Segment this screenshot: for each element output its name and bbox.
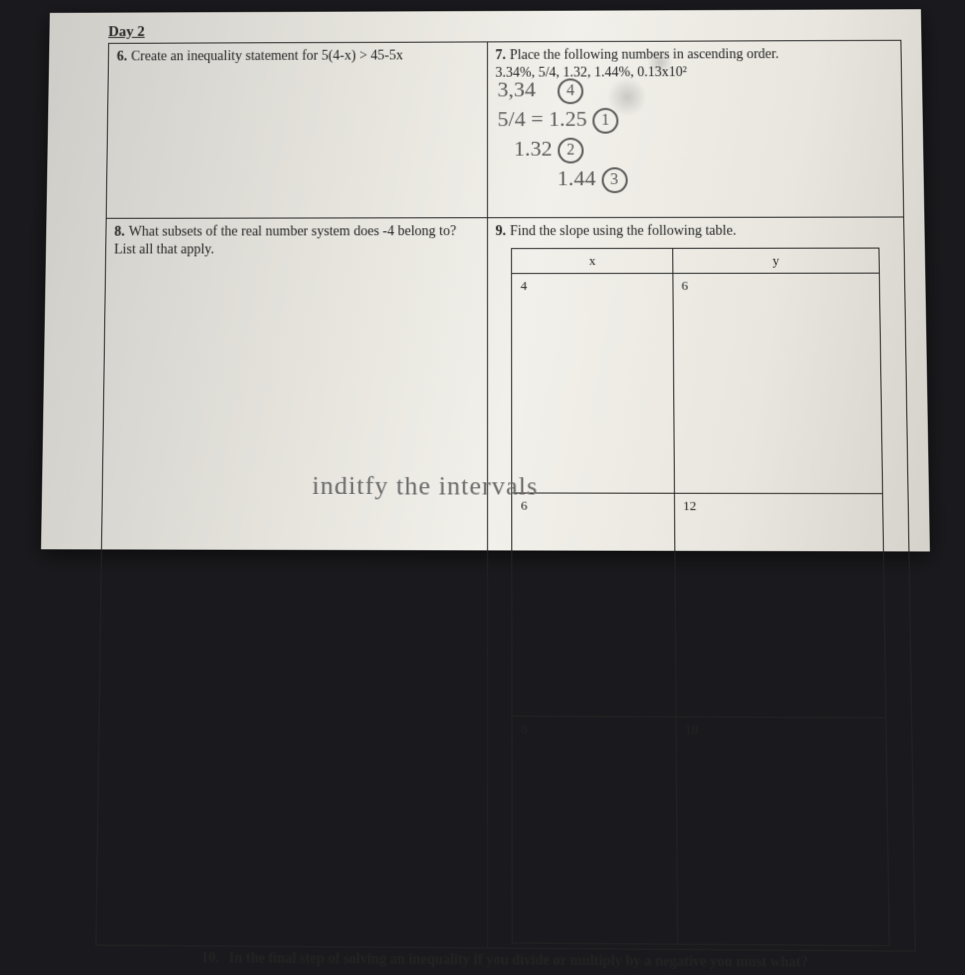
q6-number: 6.	[116, 50, 127, 65]
q9-r2-x: 8	[512, 716, 677, 944]
q9-text: Find the slope using the following table…	[509, 224, 735, 239]
q10-number: 10.	[201, 951, 219, 967]
hw-q7-c1: 4	[557, 78, 583, 104]
q9-r0-x: 4	[511, 273, 674, 493]
q10-handwriting: inditfy the intervals	[311, 471, 537, 502]
hw-q7-c3: 2	[557, 138, 583, 164]
q9-r0-y: 6	[672, 273, 882, 494]
q8-text: What subsets of the real number system d…	[114, 224, 456, 257]
q9-head-x: x	[511, 248, 672, 273]
table-row: 6 12	[512, 493, 886, 718]
cell-q9: 9. Find the slope using the following ta…	[487, 217, 915, 951]
hw-q7-c4: 3	[601, 167, 627, 193]
q6-text: Create an inequality statement for 5(4-x…	[130, 49, 402, 65]
q9-r2-y: 18	[676, 717, 889, 946]
q9-data-table: x y 4 6 6 12 8 18	[511, 248, 889, 947]
cell-q8: 8. What subsets of the real number syste…	[95, 218, 486, 948]
q8-number: 8.	[114, 225, 125, 240]
table-row: 8 18	[512, 716, 889, 946]
q10-text: In the final step of solving an inequali…	[228, 951, 807, 971]
table-row: 4 6	[511, 273, 882, 494]
worksheet-paper: Day 2 6. Create an inequality statement …	[41, 9, 930, 551]
q9-number: 9.	[495, 224, 505, 239]
q9-r1-y: 12	[674, 493, 885, 718]
hw-q7-r4: 1.44	[557, 165, 596, 190]
q7-text-line1: Place the following numbers in ascending…	[509, 47, 778, 63]
q9-r1-x: 6	[512, 493, 676, 717]
day-label: Day 2	[108, 21, 901, 41]
smudge-2	[646, 50, 672, 76]
cell-q6: 6. Create an inequality statement for 5(…	[106, 42, 487, 218]
q9-head-y: y	[672, 248, 879, 273]
cell-q7: 7. Place the following numbers in ascend…	[486, 40, 903, 217]
q7-number: 7.	[495, 48, 505, 63]
smudge-1	[606, 77, 646, 117]
hw-q7-r3: 1.32	[513, 136, 551, 161]
hw-q7-r2: 5/4 = 1.25	[497, 106, 587, 131]
